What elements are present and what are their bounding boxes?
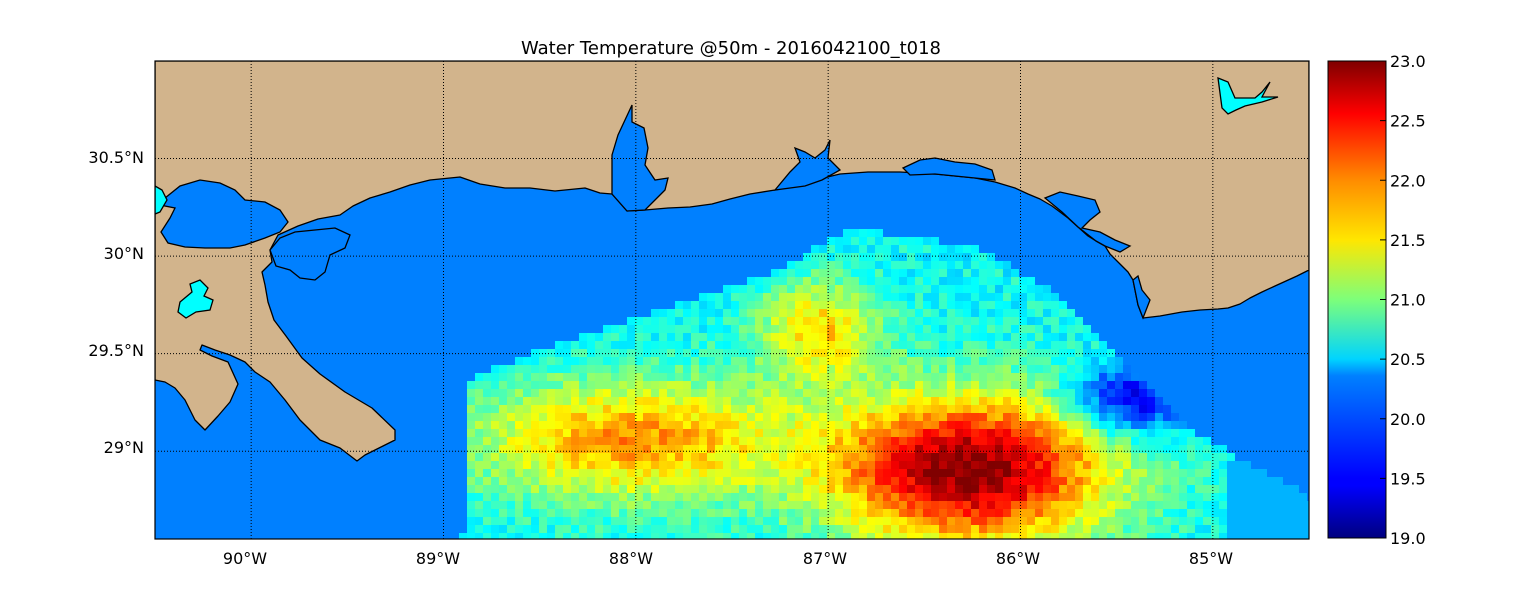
colorbar-tick-label: 21.5 <box>1390 231 1426 250</box>
colorbar-tick-label: 19.0 <box>1390 529 1426 548</box>
colorbar-tick-label: 19.5 <box>1390 469 1426 488</box>
colorbar-tick-label: 22.0 <box>1390 171 1426 190</box>
apalachee-inlet <box>1132 274 1151 320</box>
lake-pontchartrain-area <box>269 227 351 281</box>
colorbar: 19.0 19.5 20.0 20.5 21.0 21.5 22.0 22.5 23.0 <box>1327 52 1426 548</box>
graticule <box>155 61 1309 539</box>
lon-label-87w: 87°W <box>803 549 847 568</box>
map-area <box>155 61 1309 539</box>
colorbar-gradient <box>1327 60 1387 539</box>
colorbar-tick-label: 20.5 <box>1390 350 1426 369</box>
colorbar-ticks: 19.0 19.5 20.0 20.5 21.0 21.5 22.0 22.5 23.0 <box>1380 52 1426 548</box>
mobile-bay <box>611 104 669 212</box>
st-andrew-bay <box>1043 191 1132 253</box>
lon-label-90w: 90°W <box>223 549 267 568</box>
colorbar-tick-label: 20.0 <box>1390 410 1426 429</box>
lat-label-30n: 30°N <box>104 244 144 263</box>
longitude-labels: 90°W 89°W 88°W 87°W 86°W 85°W <box>223 549 1233 568</box>
lat-label-29-5n: 29.5°N <box>88 341 144 360</box>
lake-east <box>1217 76 1279 115</box>
lat-label-29n: 29°N <box>104 438 144 457</box>
lat-label-30-5n: 30.5°N <box>88 148 144 167</box>
lake-northwest <box>155 185 168 215</box>
colorbar-tick-label: 22.5 <box>1390 112 1426 131</box>
latitude-labels: 30.5°N 30°N 29.5°N 29°N <box>88 148 144 457</box>
lon-label-85w: 85°W <box>1189 549 1233 568</box>
gulf-inlet-western <box>155 179 289 249</box>
colorbar-tick-label: 21.0 <box>1390 291 1426 310</box>
lake-west <box>177 279 214 319</box>
lon-label-89w: 89°W <box>416 549 460 568</box>
pensacola-bay <box>773 139 842 191</box>
map-title: Water Temperature @50m - 2016042100_t018 <box>521 38 941 59</box>
colorbar-tick-label: 23.0 <box>1390 52 1426 71</box>
temperature-field <box>459 229 1309 539</box>
lon-label-88w: 88°W <box>609 549 653 568</box>
map-frame <box>154 60 1310 540</box>
lon-label-86w: 86°W <box>996 549 1040 568</box>
